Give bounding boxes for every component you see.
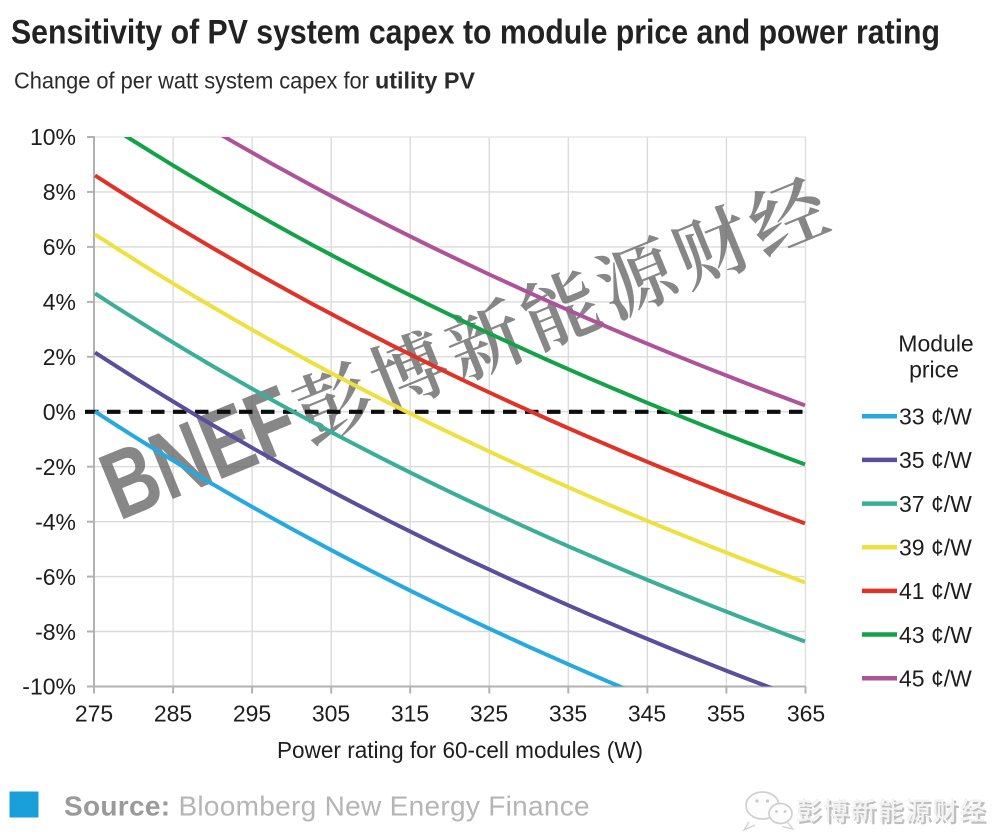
svg-text:285: 285 xyxy=(154,701,192,727)
svg-text:0%: 0% xyxy=(43,399,76,425)
svg-text:Sensitivity of PV system capex: Sensitivity of PV system capex to module… xyxy=(11,14,940,52)
svg-text:305: 305 xyxy=(312,701,350,727)
svg-text:41 ¢/W: 41 ¢/W xyxy=(899,578,972,604)
svg-text:365: 365 xyxy=(787,701,825,727)
svg-text:33 ¢/W: 33 ¢/W xyxy=(899,404,972,430)
svg-text:335: 335 xyxy=(549,701,587,727)
svg-text:Change of per watt system cape: Change of per watt system capex for util… xyxy=(14,67,476,93)
svg-text:37 ¢/W: 37 ¢/W xyxy=(899,491,972,517)
svg-text:345: 345 xyxy=(628,701,666,727)
svg-text:8%: 8% xyxy=(43,179,76,205)
svg-text:Power rating for 60-cell modul: Power rating for 60-cell modules (W) xyxy=(277,737,643,763)
svg-text:-2%: -2% xyxy=(35,454,76,480)
svg-text:355: 355 xyxy=(707,701,745,727)
svg-text:-10%: -10% xyxy=(22,674,76,700)
svg-text:35 ¢/W: 35 ¢/W xyxy=(899,447,972,473)
svg-text:-6%: -6% xyxy=(35,564,76,590)
svg-text:10%: 10% xyxy=(30,124,76,150)
svg-text:43 ¢/W: 43 ¢/W xyxy=(899,622,972,648)
svg-text:39 ¢/W: 39 ¢/W xyxy=(899,535,972,561)
svg-text:price: price xyxy=(909,357,959,383)
svg-text:4%: 4% xyxy=(43,289,76,315)
svg-text:315: 315 xyxy=(391,701,429,727)
svg-text:2%: 2% xyxy=(43,344,76,370)
svg-text:Module: Module xyxy=(898,331,973,357)
svg-text:-4%: -4% xyxy=(35,509,76,535)
svg-text:295: 295 xyxy=(233,701,271,727)
svg-text:6%: 6% xyxy=(43,234,76,260)
svg-text:275: 275 xyxy=(75,701,113,727)
svg-text:Source: Bloomberg New Energy F: Source: Bloomberg New Energy Finance xyxy=(64,791,590,822)
svg-text:325: 325 xyxy=(470,701,508,727)
svg-text:45 ¢/W: 45 ¢/W xyxy=(899,665,972,691)
svg-text:-8%: -8% xyxy=(35,619,76,645)
